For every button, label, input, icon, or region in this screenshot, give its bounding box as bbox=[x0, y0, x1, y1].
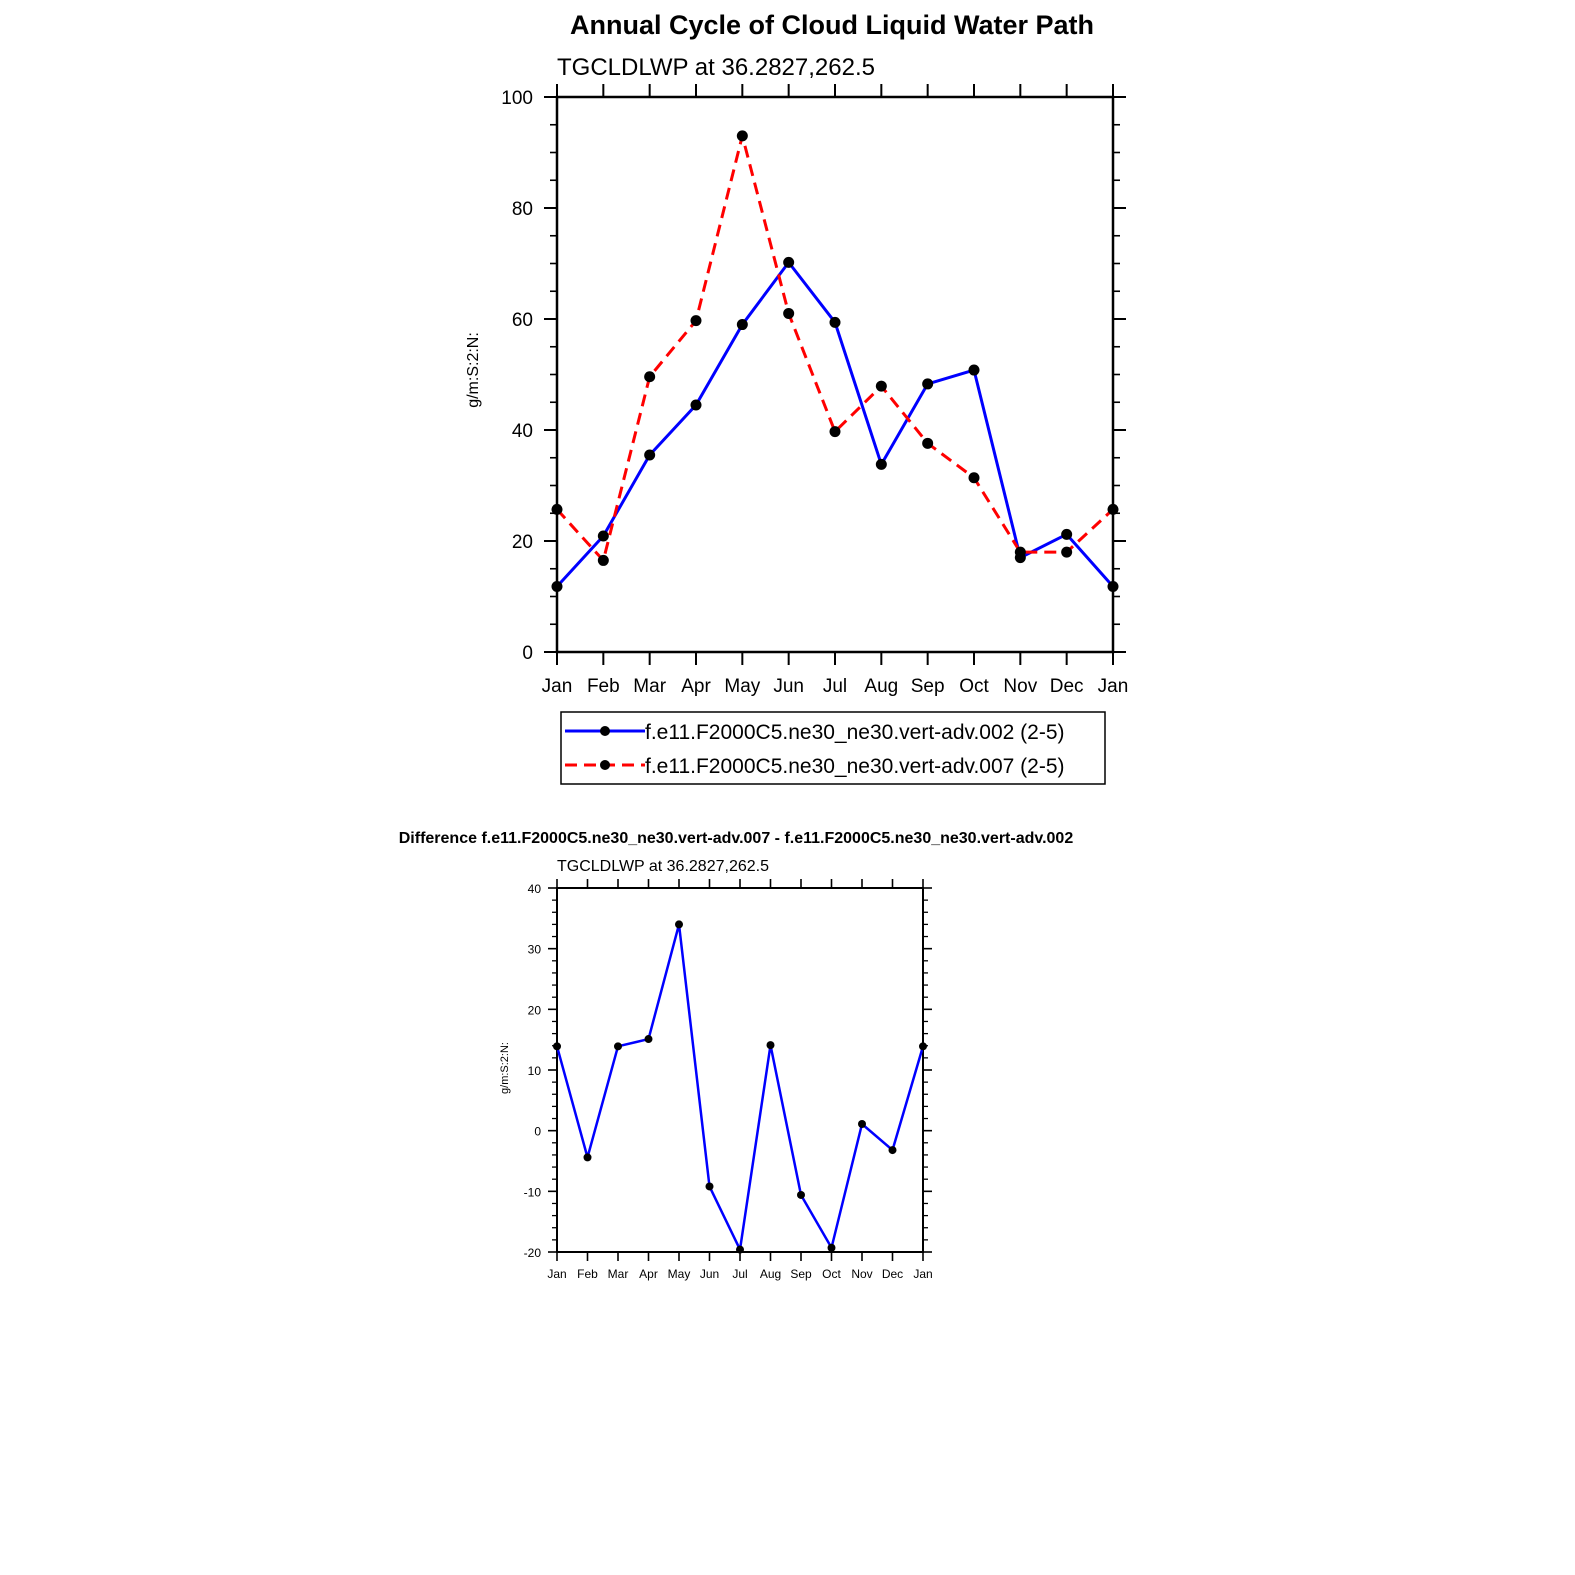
data-point bbox=[736, 319, 748, 331]
data-point bbox=[614, 1042, 622, 1051]
legend-marker-blue bbox=[600, 726, 610, 736]
data-point bbox=[1061, 546, 1073, 558]
data-point bbox=[875, 380, 887, 392]
x-tick-label: Nov bbox=[851, 1267, 872, 1281]
data-point bbox=[736, 1245, 744, 1254]
x-tick-label: Feb bbox=[587, 676, 620, 697]
x-tick-label: Mar bbox=[633, 676, 666, 697]
x-tick-label: Apr bbox=[639, 1267, 658, 1281]
data-point bbox=[1107, 581, 1119, 593]
data-point bbox=[1014, 546, 1026, 558]
data-point bbox=[922, 437, 934, 449]
y-tick-label: -20 bbox=[524, 1246, 542, 1260]
x-tick-label: Oct bbox=[959, 676, 989, 697]
chart2-ylabel: g/m:S:2:N: bbox=[499, 1042, 511, 1094]
chart1-title: Annual Cycle of Cloud Liquid Water Path bbox=[570, 10, 1094, 40]
data-point bbox=[553, 1042, 561, 1051]
x-tick-label: Oct bbox=[822, 1267, 841, 1281]
y-tick-label: 30 bbox=[528, 943, 542, 957]
x-tick-label: Sep bbox=[790, 1267, 812, 1281]
y-tick-label: 20 bbox=[528, 1003, 542, 1017]
data-point bbox=[766, 1041, 775, 1050]
data-point bbox=[829, 316, 841, 328]
x-tick-label: Apr bbox=[681, 676, 711, 697]
x-tick-label: Sep bbox=[911, 676, 945, 697]
data-point bbox=[1107, 503, 1119, 515]
data-point bbox=[705, 1182, 714, 1191]
x-tick-label: Mar bbox=[608, 1267, 629, 1281]
data-point bbox=[827, 1243, 836, 1252]
data-point bbox=[583, 1153, 592, 1162]
data-point bbox=[690, 315, 702, 327]
x-tick-label: Jun bbox=[700, 1267, 719, 1281]
x-tick-label: May bbox=[724, 676, 760, 697]
data-point bbox=[597, 554, 609, 566]
y-tick-label: 10 bbox=[528, 1064, 542, 1078]
chart1-ylabel: g/m:S:2:N: bbox=[465, 332, 482, 408]
chart2-title: Difference f.e11.F2000C5.ne30_ne30.vert-… bbox=[399, 830, 1074, 847]
chart2-axes: Jan Feb Mar Apr May Jun Jul Aug Sep Oct Nov Dec Jan-… bbox=[524, 879, 933, 1281]
data-point bbox=[829, 426, 841, 438]
data-point bbox=[551, 581, 563, 593]
y-tick-label: 20 bbox=[512, 532, 533, 553]
data-point bbox=[644, 371, 656, 383]
legend-label-blue: f.e11.F2000C5.ne30_ne30.vert-adv.002 (2-… bbox=[645, 721, 1065, 744]
data-point bbox=[888, 1146, 897, 1155]
data-point bbox=[919, 1042, 927, 1051]
data-point bbox=[675, 920, 683, 929]
x-tick-label: Feb bbox=[577, 1267, 598, 1281]
y-tick-label: 40 bbox=[528, 882, 542, 896]
y-tick-label: 80 bbox=[512, 199, 533, 220]
y-tick-label: 100 bbox=[501, 88, 533, 109]
legend-marker-red bbox=[600, 760, 610, 770]
chart1-subtitle: TGCLDLWP at 36.2827,262.5 bbox=[557, 54, 875, 81]
x-tick-label: Aug bbox=[864, 676, 898, 697]
data-point bbox=[690, 399, 702, 411]
data-point bbox=[736, 130, 748, 142]
data-point bbox=[644, 1035, 653, 1044]
data-point bbox=[597, 530, 609, 542]
chart2-subtitle: TGCLDLWP at 36.2827,262.5 bbox=[557, 858, 769, 875]
data-point bbox=[783, 256, 795, 268]
x-tick-label: Jul bbox=[823, 676, 847, 697]
y-tick-label: 0 bbox=[534, 1125, 541, 1139]
x-tick-label: Jan bbox=[547, 1267, 566, 1281]
data-point bbox=[1061, 528, 1073, 540]
y-tick-label: -10 bbox=[524, 1185, 542, 1199]
x-tick-label: Jan bbox=[1098, 676, 1129, 697]
chart1-legend: f.e11.F2000C5.ne30_ne30.vert-adv.002 (2-… bbox=[560, 711, 1106, 785]
chart1-axes: Jan Feb Mar Apr May Jun Jul Aug Sep Oct Nov Dec Jan 0… bbox=[501, 84, 1128, 697]
chart2-plot-area bbox=[553, 920, 927, 1254]
x-tick-label: Jun bbox=[773, 676, 804, 697]
data-point bbox=[551, 503, 563, 515]
legend-box bbox=[560, 711, 1106, 785]
series-line-0 bbox=[555, 923, 925, 1251]
x-tick-label: Dec bbox=[1050, 676, 1084, 697]
legend-label-red: f.e11.F2000C5.ne30_ne30.vert-adv.007 (2-… bbox=[645, 755, 1065, 778]
data-point bbox=[968, 472, 980, 484]
chart1-plot-area bbox=[551, 130, 1119, 593]
y-tick-label: 0 bbox=[522, 643, 533, 664]
data-point bbox=[644, 449, 656, 461]
x-tick-label: Nov bbox=[1003, 676, 1037, 697]
data-point bbox=[797, 1190, 805, 1199]
series-line-0 bbox=[555, 260, 1115, 588]
series-line-1 bbox=[555, 134, 1115, 562]
data-point bbox=[875, 458, 887, 470]
x-tick-label: Jan bbox=[913, 1267, 932, 1281]
y-tick-label: 40 bbox=[512, 421, 533, 442]
x-tick-label: Aug bbox=[760, 1267, 781, 1281]
plot-frame bbox=[555, 95, 1115, 654]
data-point bbox=[783, 307, 795, 319]
y-tick-label: 60 bbox=[512, 310, 533, 331]
x-tick-label: Jul bbox=[732, 1267, 747, 1281]
data-point bbox=[968, 364, 980, 376]
data-point bbox=[922, 378, 934, 390]
x-tick-label: Jan bbox=[542, 676, 573, 697]
data-point bbox=[858, 1119, 866, 1128]
x-tick-label: May bbox=[668, 1267, 691, 1281]
x-tick-label: Dec bbox=[882, 1267, 903, 1281]
